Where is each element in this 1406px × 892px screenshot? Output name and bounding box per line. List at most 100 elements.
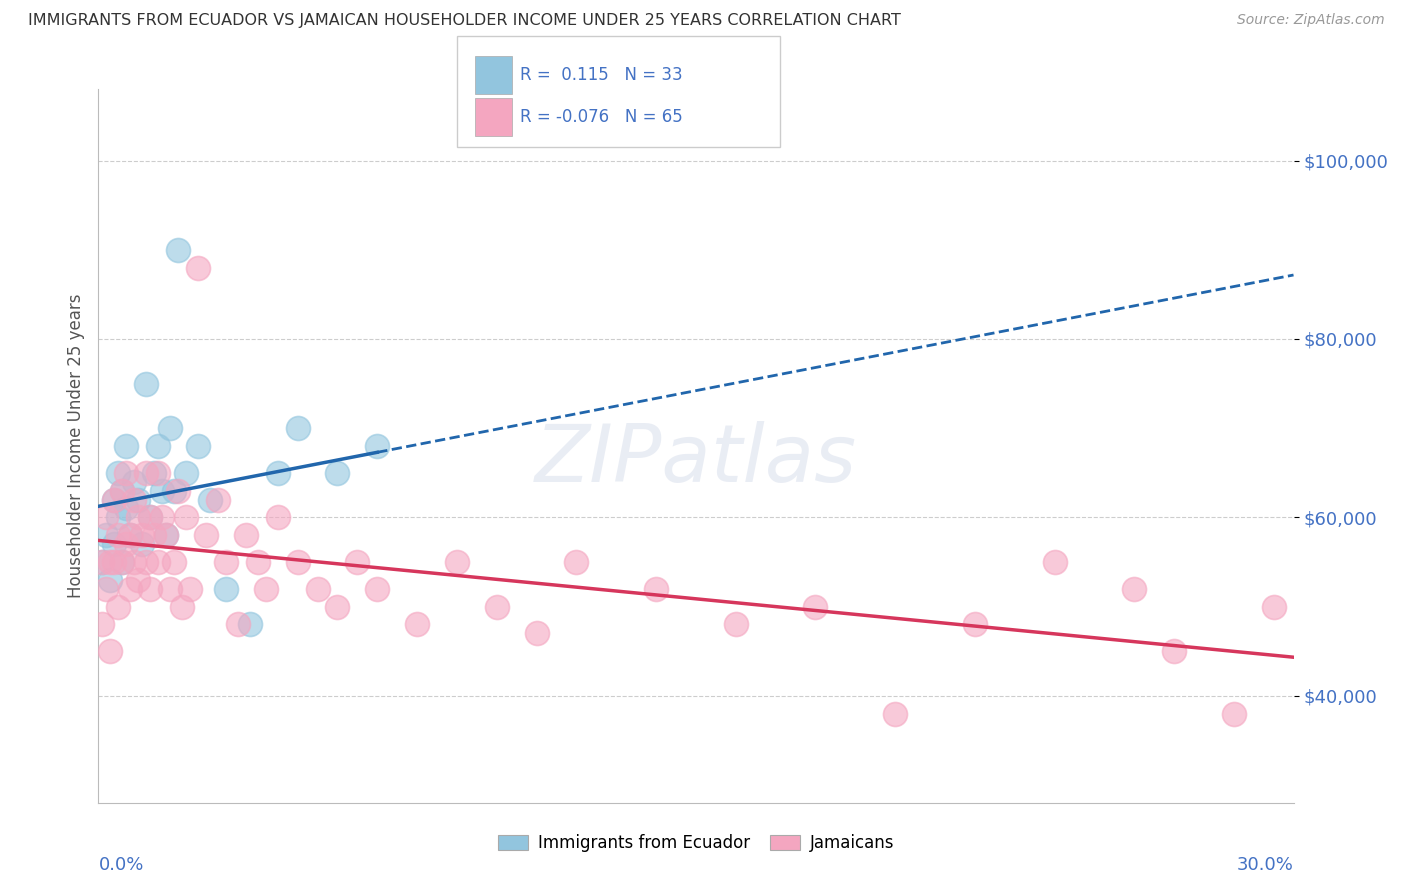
Point	[167, 483, 190, 498]
Text: Source: ZipAtlas.com: Source: ZipAtlas.com	[1237, 13, 1385, 28]
Y-axis label: Householder Income Under 25 years: Householder Income Under 25 years	[66, 293, 84, 599]
Point	[326, 599, 349, 614]
Point	[159, 421, 181, 435]
Point	[120, 582, 142, 596]
Text: 0.0%: 0.0%	[98, 856, 143, 874]
Point	[96, 510, 118, 524]
Point	[1123, 582, 1146, 596]
Point	[287, 555, 309, 569]
Point	[195, 528, 218, 542]
Point	[172, 599, 194, 614]
Point	[326, 466, 349, 480]
Point	[96, 528, 118, 542]
Point	[167, 243, 190, 257]
Point	[179, 582, 201, 596]
Point	[120, 528, 142, 542]
Text: R = -0.076   N = 65: R = -0.076 N = 65	[520, 108, 683, 126]
Point	[884, 706, 907, 721]
Point	[226, 617, 249, 632]
Point	[485, 599, 508, 614]
Point	[163, 555, 186, 569]
Point	[267, 466, 290, 480]
Point	[287, 421, 309, 435]
Point	[91, 617, 114, 632]
Point	[187, 439, 209, 453]
Point	[565, 555, 588, 569]
Text: IMMIGRANTS FROM ECUADOR VS JAMAICAN HOUSEHOLDER INCOME UNDER 25 YEARS CORRELATIO: IMMIGRANTS FROM ECUADOR VS JAMAICAN HOUS…	[28, 13, 901, 29]
Point	[148, 555, 170, 569]
Point	[235, 528, 257, 542]
Point	[124, 555, 146, 569]
Point	[111, 483, 134, 498]
Point	[207, 492, 229, 507]
Text: R =  0.115   N = 33: R = 0.115 N = 33	[520, 66, 683, 84]
Point	[127, 510, 149, 524]
Point	[103, 492, 125, 507]
Point	[246, 555, 269, 569]
Point	[127, 573, 149, 587]
Point	[143, 528, 166, 542]
Point	[127, 492, 149, 507]
Point	[91, 555, 114, 569]
Point	[1223, 706, 1246, 721]
Point	[215, 582, 238, 596]
Point	[254, 582, 277, 596]
Point	[724, 617, 747, 632]
Point	[98, 573, 122, 587]
Point	[103, 537, 125, 551]
Point	[124, 492, 146, 507]
Point	[446, 555, 468, 569]
Point	[91, 555, 114, 569]
Point	[131, 528, 153, 542]
Point	[115, 466, 138, 480]
Point	[267, 510, 290, 524]
Point	[139, 510, 162, 524]
Point	[174, 466, 197, 480]
Point	[366, 439, 388, 453]
Point	[963, 617, 986, 632]
Point	[107, 599, 129, 614]
Point	[159, 582, 181, 596]
Point	[120, 528, 142, 542]
Point	[148, 466, 170, 480]
Point	[139, 582, 162, 596]
Point	[107, 510, 129, 524]
Point	[111, 555, 134, 569]
Point	[115, 537, 138, 551]
Point	[1163, 644, 1185, 658]
Point	[1263, 599, 1285, 614]
Text: ZIPatlas: ZIPatlas	[534, 421, 858, 500]
Point	[239, 617, 262, 632]
Point	[148, 439, 170, 453]
Point	[103, 492, 125, 507]
Point	[1043, 555, 1066, 569]
Point	[346, 555, 368, 569]
Point	[307, 582, 329, 596]
Point	[215, 555, 238, 569]
Point	[155, 528, 177, 542]
Point	[124, 475, 146, 489]
Point	[150, 510, 173, 524]
Point	[155, 528, 177, 542]
Text: 30.0%: 30.0%	[1237, 856, 1294, 874]
Point	[98, 644, 122, 658]
Point	[645, 582, 668, 596]
Point	[115, 439, 138, 453]
Point	[804, 599, 827, 614]
Point	[198, 492, 221, 507]
Point	[107, 528, 129, 542]
Point	[98, 555, 122, 569]
Point	[163, 483, 186, 498]
Point	[107, 466, 129, 480]
Point	[406, 617, 429, 632]
Point	[135, 376, 157, 391]
Point	[103, 555, 125, 569]
Point	[143, 466, 166, 480]
Point	[150, 483, 173, 498]
Point	[139, 510, 162, 524]
Point	[111, 555, 134, 569]
Point	[135, 466, 157, 480]
Point	[135, 555, 157, 569]
Point	[131, 537, 153, 551]
Point	[111, 483, 134, 498]
